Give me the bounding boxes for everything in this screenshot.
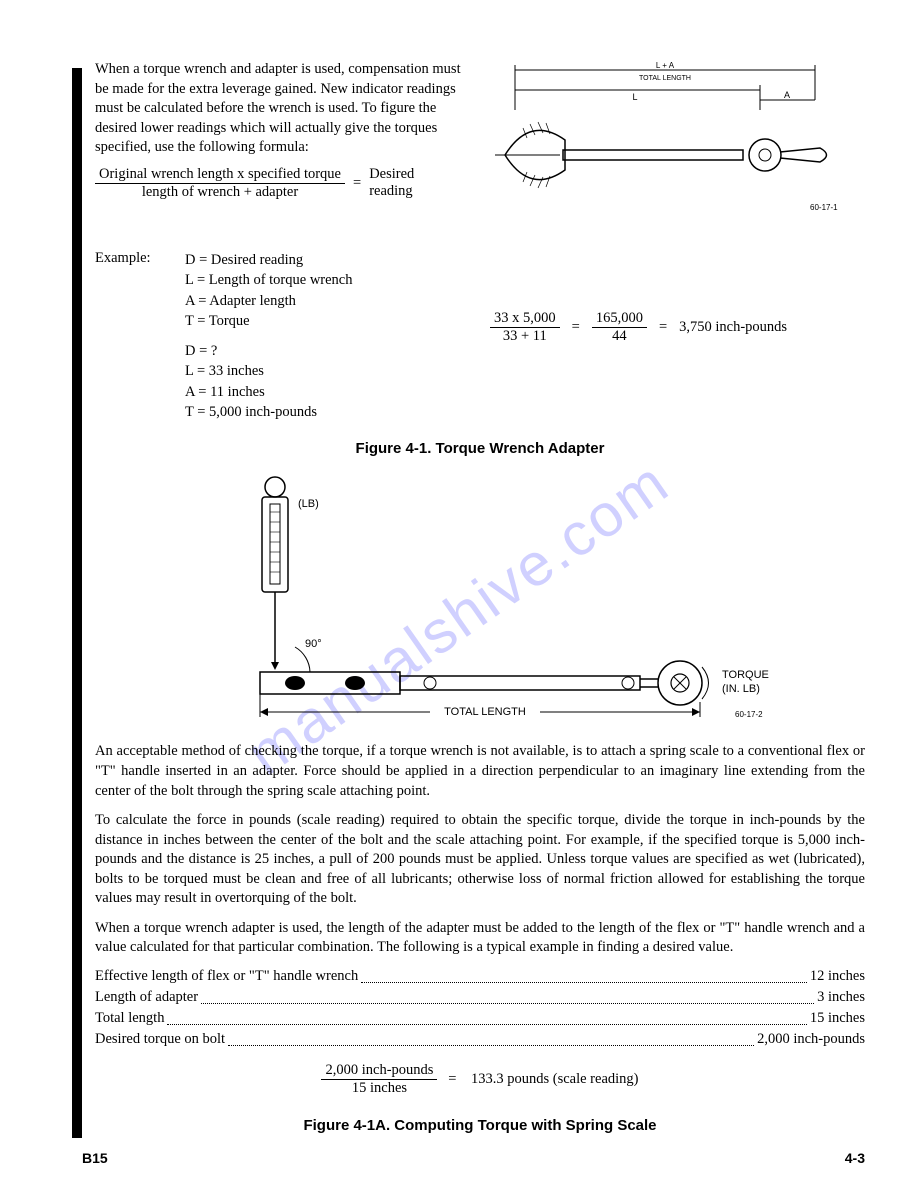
formula-numerator: Original wrench length x specified torqu… (95, 166, 345, 184)
paragraph-1: An acceptable method of checking the tor… (95, 742, 865, 801)
page-footer-right: 4-3 (845, 1150, 865, 1166)
page-footer-left: B15 (82, 1150, 108, 1166)
list-row: Effective length of flex or "T" handle w… (95, 966, 865, 987)
svg-text:TOTAL LENGTH: TOTAL LENGTH (444, 706, 526, 718)
svg-text:L + A: L + A (656, 61, 675, 70)
page: manualshive.com When a torque wrench and… (0, 0, 915, 1188)
formula-result: Desired reading (369, 166, 414, 200)
list-row: Length of adapter3 inches (95, 987, 865, 1008)
figure-4-1a-caption: Figure 4-1A. Computing Torque with Sprin… (95, 1117, 865, 1134)
formula-denominator: length of wrench + adapter (95, 184, 345, 201)
paragraph-3: When a torque wrench adapter is used, th… (95, 919, 865, 958)
calc1-result: 3,750 inch-pounds (679, 319, 787, 336)
formula-fraction: Original wrench length x specified torqu… (95, 166, 345, 201)
calc1-f1: 33 x 5,000 33 + 11 (490, 310, 560, 345)
svg-text:(IN. LB): (IN. LB) (722, 683, 760, 695)
svg-text:90°: 90° (305, 638, 322, 650)
values-list: Effective length of flex or "T" handle w… (95, 966, 865, 1050)
calc1-f2: 165,000 44 (592, 310, 647, 345)
wrench-adapter-diagram: L + A TOTAL LENGTH L A (475, 60, 855, 220)
list-row: Total length15 inches (95, 1008, 865, 1029)
svg-text:L: L (632, 92, 637, 102)
svg-text:60-17-1: 60-17-1 (810, 203, 838, 212)
figure-4-1-caption: Figure 4-1. Torque Wrench Adapter (95, 440, 865, 457)
svg-text:60-17-2: 60-17-2 (735, 710, 763, 719)
list-row: Desired torque on bolt2,000 inch-pounds (95, 1029, 865, 1050)
intro-left: When a torque wrench and adapter is used… (95, 60, 465, 220)
svg-text:A: A (784, 90, 790, 100)
left-margin-bar (72, 68, 82, 1138)
equals: = (353, 175, 361, 192)
calc2-fraction: 2,000 inch-pounds 15 inches (321, 1062, 437, 1097)
svg-text:(LB): (LB) (298, 498, 319, 510)
content-area: When a torque wrench and adapter is used… (95, 60, 865, 1134)
formula: Original wrench length x specified torqu… (95, 166, 465, 201)
example-definitions: D = Desired reading L = Length of torque… (185, 250, 353, 422)
calculation-2: 2,000 inch-pounds 15 inches = 133.3 poun… (95, 1062, 865, 1097)
intro-paragraph: When a torque wrench and adapter is used… (95, 60, 465, 158)
svg-text:TOTAL LENGTH: TOTAL LENGTH (639, 75, 691, 82)
example-label: Example: (95, 250, 185, 422)
calculation-1: 33 x 5,000 33 + 11 = 165,000 44 = 3,750 … (490, 310, 787, 345)
paragraph-2: To calculate the force in pounds (scale … (95, 811, 865, 909)
calc2-result: 133.3 pounds (scale reading) (471, 1071, 639, 1087)
intro-block: When a torque wrench and adapter is used… (95, 60, 865, 220)
svg-text:TORQUE: TORQUE (722, 669, 769, 681)
spring-scale-diagram: (LB) 90° (180, 472, 780, 732)
